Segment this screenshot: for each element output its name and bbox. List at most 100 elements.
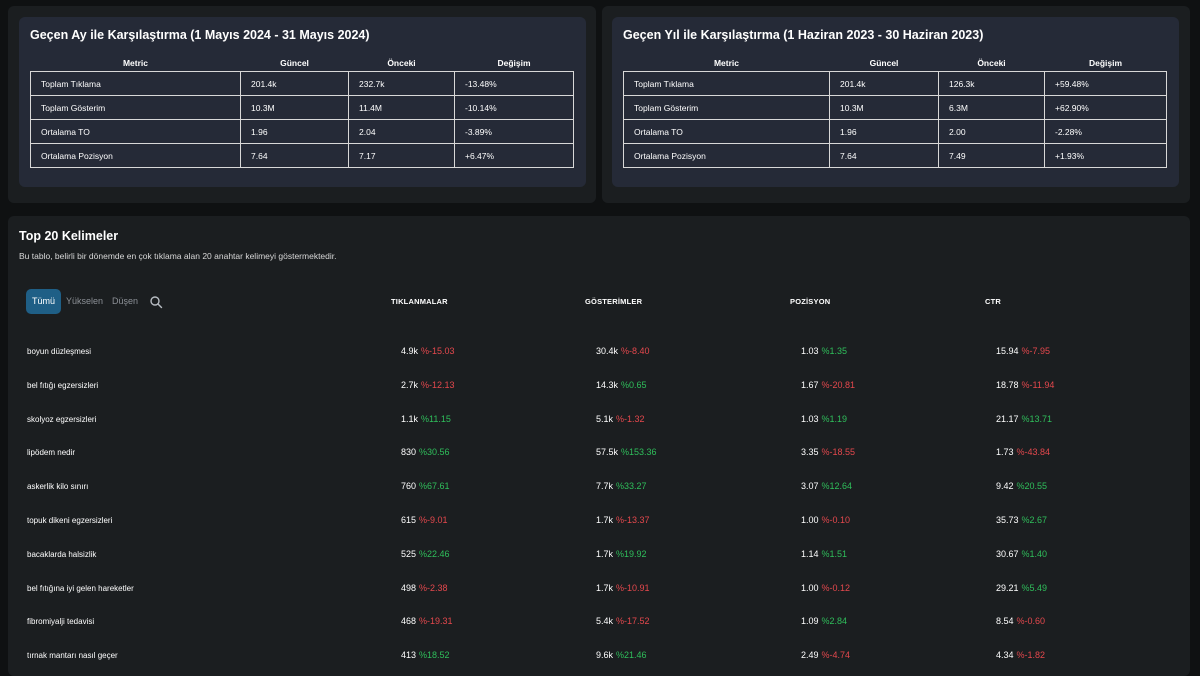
ctr-value: 1.73 [996,447,1014,458]
impressions-cell: 57.5k %153.36 [596,447,657,457]
clicks-cell: 830 %30.56 [401,447,450,457]
metric-cell: Toplam Gösterim [623,95,830,120]
impressions-cell: 1.7k %-10.91 [596,583,650,593]
clicks-cell: 4.9k %-15.03 [401,346,455,356]
position-value: 1.00 [801,582,819,593]
clicks-change: %-12.13 [421,379,455,390]
position-value: 1.03 [801,346,819,356]
table-row[interactable]: bel fıtığına iyi gelen hareketler 498 %-2.… [0,580,1200,600]
clicks-cell: 615 %-9.01 [401,515,448,525]
clicks-value: 830 [401,447,417,458]
ctr-change: %5.49 [1021,582,1048,593]
position-cell: 1.03 %1.19 [801,414,847,424]
ctr-change: %1.40 [1021,548,1048,559]
tab-rising[interactable]: Yükselen [66,296,104,306]
previous-cell: 126.3k [938,71,1045,96]
keywords-subtitle: Bu tablo, belirli bir dönemde en çok tık… [19,251,337,261]
table-row[interactable]: bel fıtığı egzersizleri 2.7k %-12.13 14.3k%… [0,377,1200,397]
table-row: Ortalama TO 1.96 2.00 -2.28% [623,119,1167,144]
impressions-cell: 30.4k %-8.40 [596,346,650,356]
table-row: Toplam Gösterim 10.3M 11.4M -10.14% [30,95,574,120]
clicks-value: 2.7k [401,379,419,390]
ctr-cell: 21.17 %13.71 [996,414,1052,424]
impressions-cell: 5.1k %-1.32 [596,414,645,424]
table-row[interactable]: fibromiyalji tedavisi 468 %-19.31 5.4k %-17.… [0,613,1200,633]
column-header-impressions[interactable]: GÖSTERİMLER [585,297,643,306]
change-cell: -10.14% [454,95,574,120]
impressions-value: 5.1k [596,413,614,424]
header-metric: Metric [122,58,149,68]
table-row[interactable]: skolyoz egzersizleri 1.1k %11.15 5.1k %-1.32… [0,411,1200,431]
keyword-label: topuk dikeni egzersizleri [27,516,113,525]
impressions-change: %-17.52 [616,616,650,627]
yearly-comparison-title: Geçen Yıl ile Karşılaştırma (1 Haziran 2… [623,28,984,42]
impressions-change: %-10.91 [616,582,650,593]
column-header-clicks[interactable]: TIKLANMALAR [391,297,448,306]
position-cell: 1.09 %2.84 [801,616,847,626]
column-header-position[interactable]: POZİSYON [790,297,831,306]
previous-cell: 6.3M [938,95,1045,120]
position-value: 3.07 [801,481,819,492]
clicks-change: %-15.03 [421,346,455,356]
clicks-cell: 760 %67.61 [401,481,450,491]
change-cell: +62.90% [1044,95,1167,120]
impressions-value: 5.4k [596,616,614,627]
position-cell: 1.00 %-0.10 [801,515,850,525]
clicks-value: 615 [401,515,417,525]
position-value: 3.35 [801,447,819,458]
header-current: Güncel [869,58,899,68]
position-change: %1.51 [821,548,848,559]
impressions-change: %0.65 [621,379,647,390]
clicks-value: 468 [401,616,417,627]
impressions-value: 1.7k [596,548,614,559]
change-cell: -3.89% [454,119,574,144]
impressions-change: %33.27 [616,481,647,492]
position-cell: 1.00 %-0.12 [801,583,850,593]
impressions-value: 1.7k [596,515,614,525]
table-row[interactable]: tırnak mantarı nasıl geçer 413 %18.52 9.6k%… [0,647,1200,667]
change-cell: +59.48% [1044,71,1167,96]
position-cell: 3.35 %-18.55 [801,447,855,457]
tab-falling[interactable]: Düşen [112,296,139,306]
ctr-value: 29.21 [996,582,1019,593]
tab-all[interactable]: Tümü [26,289,62,314]
impressions-value: 9.6k [596,650,614,661]
impressions-value: 14.3k [596,379,619,390]
table-row[interactable]: lipödem nedir 830 %30.56 57.5k %153.36 3.35 %-… [0,444,1200,464]
ctr-cell: 9.42 %20.55 [996,481,1047,491]
impressions-value: 30.4k [596,346,619,356]
table-row[interactable]: boyun düzleşmesi 4.9k %-15.03 30.4k %-8.40 1.… [0,343,1200,363]
ctr-cell: 18.78 %-11.94 [996,380,1054,390]
ctr-value: 9.42 [996,481,1014,492]
position-value: 1.00 [801,515,819,525]
table-row[interactable]: askerlik kilo sınırı 760 %67.61 7.7k %33.27 3… [0,478,1200,498]
keyword-label: lipödem nedir [27,448,76,458]
keyword-label: bel fıtığı egzersizleri [27,380,99,390]
search-icon[interactable] [149,295,163,309]
header-previous: Önceki [387,58,416,68]
current-cell: 201.4k [829,71,939,96]
clicks-cell: 525 %22.46 [401,549,450,559]
position-value: 1.09 [801,616,819,627]
table-row[interactable]: topuk dikeni egzersizleri 615 %-9.01 1.7k %-… [0,512,1200,532]
impressions-value: 57.5k [596,447,619,458]
position-change: %12.64 [821,481,853,492]
metric-cell: Ortalama TO [623,119,830,144]
impressions-change: %-13.37 [616,515,650,525]
position-change: %-0.12 [821,582,851,593]
table-row[interactable]: bacaklarda halsizlik 525 %22.46 1.7k %19.92 1… [0,546,1200,566]
position-cell: 3.07 %12.64 [801,481,852,491]
position-change: %-20.81 [821,379,856,390]
column-header-ctr[interactable]: CTR [985,297,1002,306]
current-cell: 7.64 [240,143,349,168]
clicks-cell: 1.1k %11.15 [401,414,451,424]
change-cell: +6.47% [454,143,574,168]
table-header-row: Metric Güncel Önceki Değişim [31,55,574,72]
position-change: %-0.10 [821,515,851,525]
position-cell: 1.67 %-20.81 [801,380,855,390]
ctr-value: 35.73 [996,515,1019,525]
impressions-value: 1.7k [596,582,614,593]
metric-cell: Toplam Tıklama [30,71,241,96]
previous-cell: 7.17 [348,143,455,168]
metric-cell: Toplam Tıklama [623,71,830,96]
